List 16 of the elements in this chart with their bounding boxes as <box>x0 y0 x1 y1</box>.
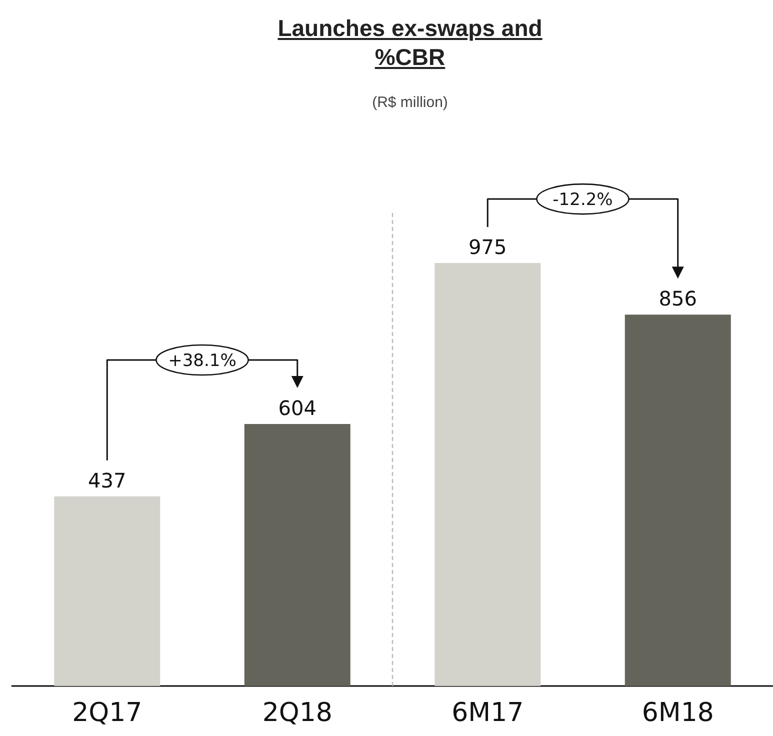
x-tick-label: 6M17 <box>452 698 524 728</box>
bar <box>54 496 160 686</box>
data-label: 975 <box>468 235 507 260</box>
bar <box>244 424 350 686</box>
data-label: 437 <box>88 468 126 492</box>
chart-title: Launches ex-swaps and %CBR <box>276 14 544 72</box>
text: -12.2% <box>552 190 613 210</box>
data-label: 856 <box>658 286 697 311</box>
annotation: +38.1% <box>168 350 236 371</box>
data-label: 604 <box>278 396 316 420</box>
x-tick-label: 2Q18 <box>262 698 332 728</box>
x-tick-label: 2Q17 <box>72 698 142 728</box>
x-tick-label: 6M18 <box>642 698 714 728</box>
bar <box>434 263 541 686</box>
chart-subtitle: (R$ million) <box>371 94 449 111</box>
bar <box>624 314 731 686</box>
